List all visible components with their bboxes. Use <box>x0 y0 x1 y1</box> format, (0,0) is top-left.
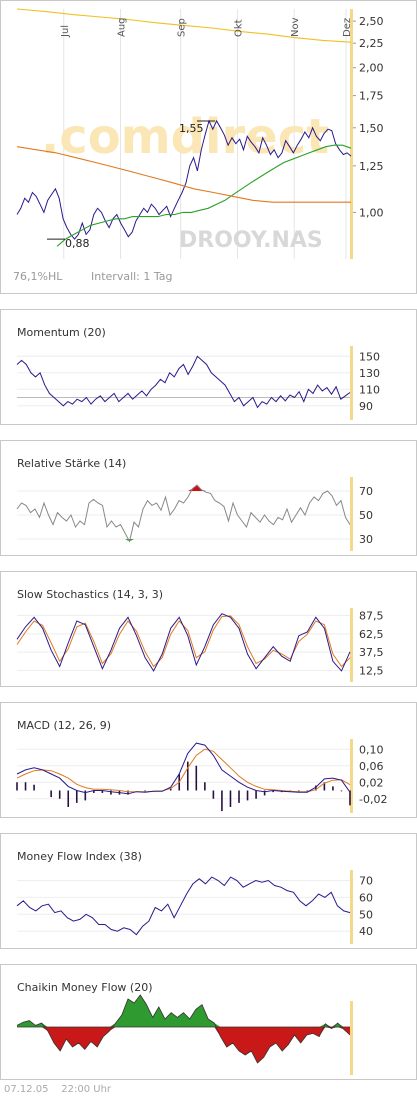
indicator-tick-label: 37,5 <box>359 646 384 659</box>
rsi-chart[interactable]: 70 50 30 <box>1 441 416 555</box>
indicator-tick-label: 70 <box>359 874 373 887</box>
mfi-chart[interactable]: 70 60 50 40 <box>1 834 416 948</box>
symbol-watermark: DROOY.NAS <box>179 228 323 253</box>
sma-slow-line <box>16 146 351 203</box>
indicator-tick-label: 60 <box>359 891 373 904</box>
mfi-title: Money Flow Index (38) <box>17 850 142 863</box>
month-label: Dez <box>342 18 353 37</box>
indicator-axis-bar <box>350 739 353 813</box>
cmf-panel: Chaikin Money Flow (20) <box>0 964 417 1080</box>
indicator-tick-label: 40 <box>359 925 373 938</box>
price-tick-label: 1,25 <box>359 160 384 173</box>
cmf-positive-area <box>17 995 350 1027</box>
rsi-panel: Relative Stärke (14) 70 50 30 <box>0 440 417 556</box>
mfi-line <box>16 876 351 936</box>
cmf-title: Chaikin Money Flow (20) <box>17 981 153 994</box>
indicator-tick-label: 62,5 <box>359 628 384 641</box>
indicator-tick-label: 12,5 <box>359 665 384 678</box>
rsi-overbought-area <box>17 485 350 491</box>
momentum-line <box>16 355 351 409</box>
indicator-tick-label: 110 <box>359 383 380 396</box>
price-tick-label: 1,75 <box>359 90 384 103</box>
price-chart[interactable]: .comdirect DROOY.NAS 2,50 2,25 2,00 1,75 1,5… <box>1 1 416 293</box>
price-tick-label: 2,25 <box>359 37 384 50</box>
indicator-axis-bar <box>350 870 353 944</box>
stochastics-chart[interactable]: 87,5 62,5 37,5 12,5 <box>1 572 416 686</box>
macd-panel: MACD (12, 26, 9) 0,10 0,06 0,02 -0,02 <box>0 702 417 818</box>
indicator-tick-label: 30 <box>359 533 373 546</box>
price-axis-bar <box>350 9 353 259</box>
price-line <box>16 119 352 240</box>
price-tick-label: 1,50 <box>359 122 384 135</box>
footer-time: 22:00 Uhr <box>61 1084 112 1095</box>
mfi-panel: Money Flow Index (38) 70 60 50 40 <box>0 833 417 949</box>
month-label: Jul <box>60 25 71 38</box>
indicator-tick-label: 150 <box>359 350 380 363</box>
cmf-chart[interactable] <box>1 965 416 1079</box>
month-label: Aug <box>117 17 128 37</box>
stochastics-title: Slow Stochastics (14, 3, 3) <box>17 588 163 601</box>
low-label: 0,88 <box>65 237 90 250</box>
sma-fast-line <box>56 144 352 247</box>
channel-line <box>16 8 352 43</box>
indicator-tick-label: 0,02 <box>359 776 384 789</box>
momentum-title: Momentum (20) <box>17 326 106 339</box>
stoch-k-line <box>16 613 351 672</box>
cmf-negative-area <box>17 1027 350 1063</box>
price-tick-label: 1,00 <box>359 206 384 219</box>
stochastics-panel: Slow Stochastics (14, 3, 3) 87,5 62,5 37,5… <box>0 571 417 687</box>
indicator-tick-label: 130 <box>359 367 380 380</box>
month-label: Sep <box>177 18 188 37</box>
info-hl: 76,1%HL <box>13 270 63 283</box>
indicator-axis-bar <box>350 608 353 682</box>
indicator-tick-label: 50 <box>359 908 373 921</box>
footer: 07.12.05 22:00 Uhr <box>4 1084 111 1095</box>
indicator-tick-label: 50 <box>359 509 373 522</box>
info-interval: Intervall: 1 Tag <box>91 270 173 283</box>
high-label: 1,55 <box>179 122 204 135</box>
indicator-tick-label: 0,10 <box>359 743 384 756</box>
footer-date: 07.12.05 <box>4 1084 49 1095</box>
month-label: Nov <box>290 17 301 37</box>
price-panel: .comdirect DROOY.NAS 2,50 2,25 2,00 1,75 1,5… <box>0 0 417 294</box>
indicator-axis-bar <box>350 477 353 551</box>
stoch-signal-line <box>16 615 351 668</box>
price-tick-label: 2,00 <box>359 62 384 75</box>
momentum-panel: Momentum (20) 150 130 110 90 <box>0 309 417 425</box>
brand-watermark: .comdirect <box>41 109 329 165</box>
indicator-axis-bar <box>350 346 353 420</box>
macd-title: MACD (12, 26, 9) <box>17 719 112 732</box>
indicator-tick-label: -0,02 <box>359 793 387 806</box>
macd-line <box>16 742 351 795</box>
price-tick-label: 2,50 <box>359 15 384 28</box>
cmf-line <box>16 994 351 1064</box>
indicator-tick-label: 90 <box>359 400 373 413</box>
rsi-line <box>16 484 351 543</box>
indicator-axis-bar <box>350 1001 353 1075</box>
month-label: Okt <box>233 19 244 37</box>
indicator-tick-label: 0,06 <box>359 760 384 773</box>
rsi-title: Relative Stärke (14) <box>17 457 127 470</box>
macd-chart[interactable]: 0,10 0,06 0,02 -0,02 <box>1 703 416 817</box>
indicator-tick-label: 70 <box>359 485 373 498</box>
momentum-chart[interactable]: 150 130 110 90 <box>1 310 416 424</box>
indicator-tick-label: 87,5 <box>359 610 384 623</box>
